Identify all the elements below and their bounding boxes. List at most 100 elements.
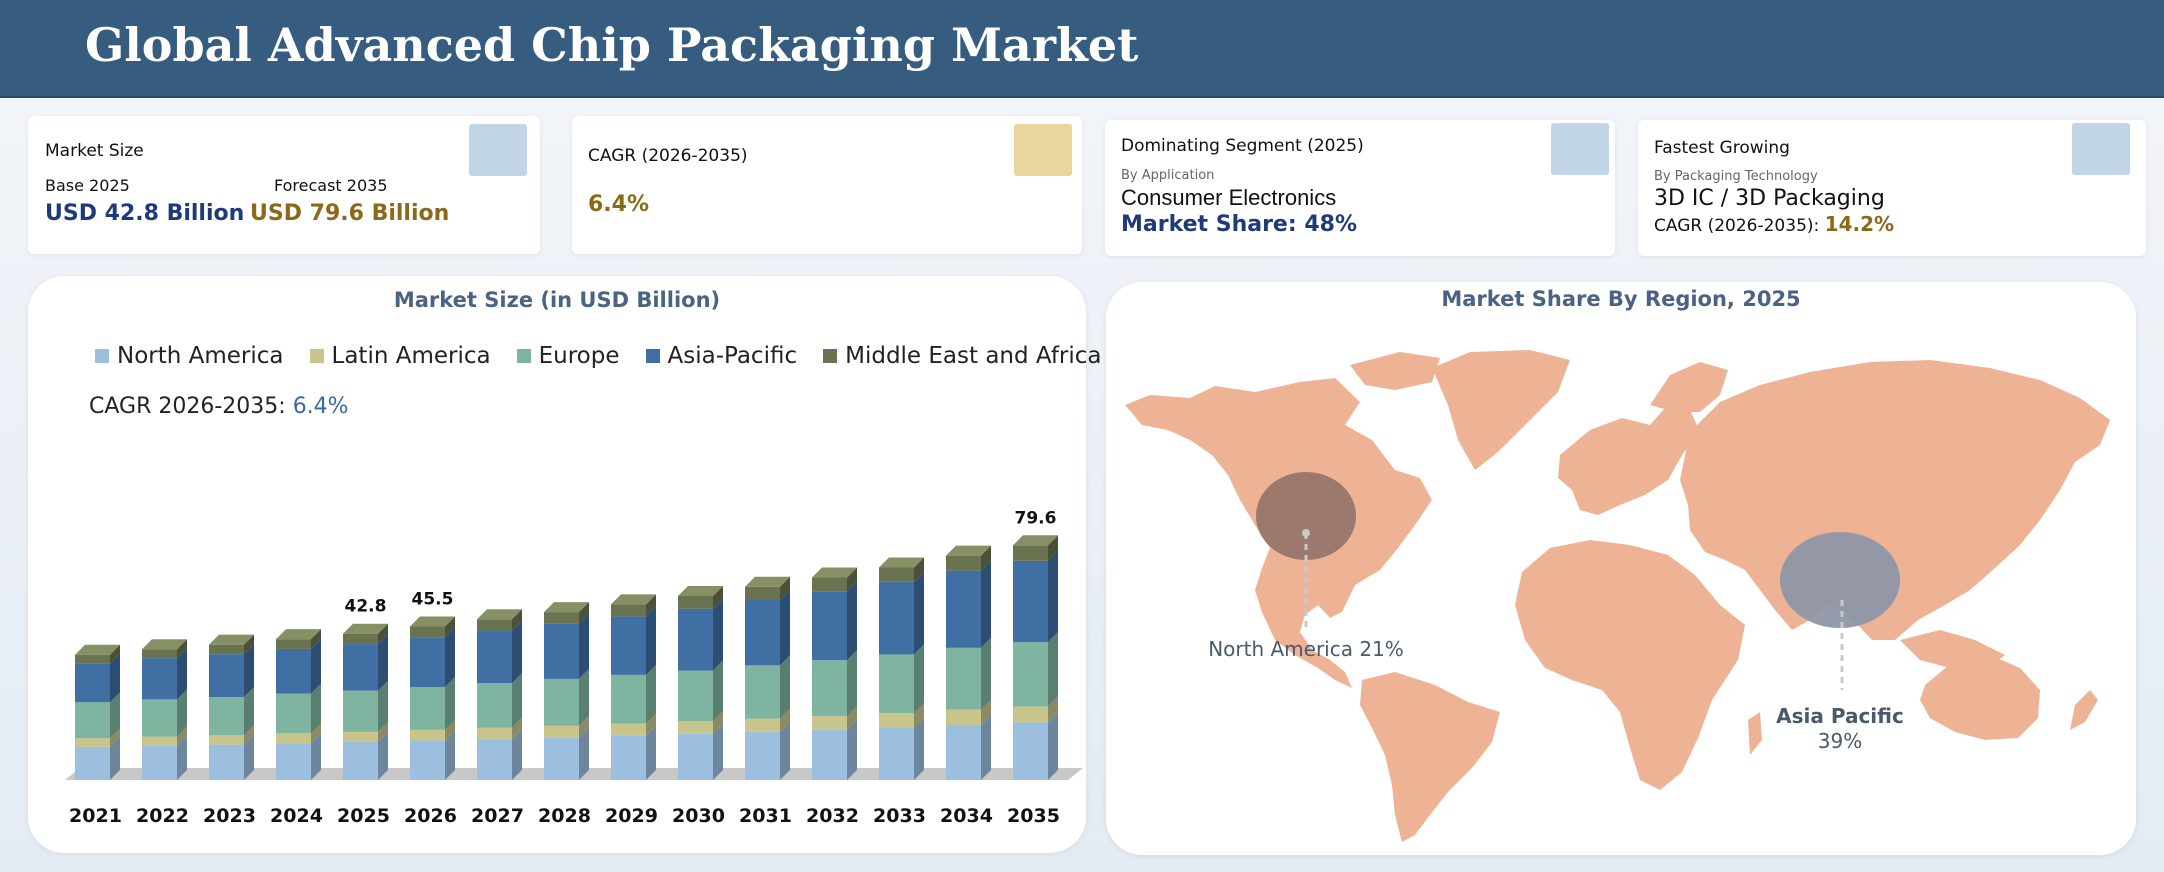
bar-segment-side bbox=[512, 717, 522, 740]
bar-segment-side bbox=[579, 668, 589, 726]
bar-segment-side bbox=[244, 725, 254, 745]
bar-segment bbox=[544, 725, 579, 738]
bar-segment-side bbox=[713, 723, 723, 780]
chart-cagr-note: CAGR 2026-2035: 6.4% bbox=[89, 394, 349, 419]
bar-segment bbox=[611, 674, 646, 724]
legend-label: Europe bbox=[538, 343, 620, 369]
bar-top bbox=[946, 545, 991, 556]
forecast-year-label: Forecast 2035 bbox=[274, 176, 388, 195]
chart-cagr-value: 6.4% bbox=[292, 394, 349, 419]
bar-segment bbox=[209, 654, 244, 698]
x-tick-label: 2032 bbox=[806, 805, 859, 827]
bar-segment bbox=[209, 697, 244, 736]
landmass-new-zealand bbox=[2070, 690, 2098, 730]
rocket-icon bbox=[2072, 123, 2130, 175]
bar-segment bbox=[343, 644, 378, 691]
bar-segment bbox=[75, 663, 110, 703]
bar-segment bbox=[477, 619, 512, 631]
legend-swatch-middle-east-africa bbox=[823, 349, 838, 363]
bar-segment-side bbox=[914, 557, 924, 582]
bar-segment-side bbox=[847, 719, 857, 780]
bar-segment-side bbox=[579, 727, 589, 780]
landmass-south-america bbox=[1360, 672, 1500, 842]
bar-segment bbox=[544, 737, 579, 780]
bar-top bbox=[544, 602, 589, 613]
bar-segment bbox=[410, 637, 445, 687]
cagr-label: CAGR (2026-2035) bbox=[588, 146, 748, 166]
bar-top bbox=[611, 594, 656, 605]
bar-segment bbox=[343, 731, 378, 742]
bar-segment bbox=[946, 709, 981, 725]
bar-segment bbox=[745, 718, 780, 732]
bar-segment-side bbox=[110, 644, 120, 664]
chart-legend: North America Latin America Europe Asia-… bbox=[95, 343, 1102, 369]
bar-chart-title: Market Size (in USD Billion) bbox=[393, 288, 721, 312]
legend-swatch-latin-america bbox=[309, 349, 324, 363]
bar-segment bbox=[209, 644, 244, 655]
bar-top bbox=[477, 609, 522, 620]
bar-segment bbox=[276, 639, 311, 649]
bar-segment bbox=[812, 729, 847, 780]
bar-segment-side bbox=[110, 692, 120, 739]
bar-segment-side bbox=[914, 644, 924, 714]
bar-segment-side bbox=[847, 706, 857, 730]
x-tick-label: 2034 bbox=[940, 805, 993, 827]
bar-segment bbox=[410, 740, 445, 780]
bar-segment-side bbox=[177, 735, 187, 780]
bar-segment bbox=[276, 693, 311, 734]
bar-segment bbox=[544, 612, 579, 624]
north-america-marker bbox=[1256, 472, 1356, 560]
bar-top bbox=[812, 567, 857, 578]
x-tick-label: 2028 bbox=[538, 805, 591, 827]
north-america-map-label: North America 21% bbox=[1208, 637, 1404, 661]
bar-segment-side bbox=[780, 576, 790, 600]
bar-segment bbox=[946, 647, 981, 710]
bar-segment-side bbox=[981, 714, 991, 780]
bar-segment bbox=[812, 591, 847, 661]
fastest-sub: By Packaging Technology bbox=[1654, 169, 1818, 184]
bar-segment-side bbox=[512, 729, 522, 780]
bar-segment-side bbox=[177, 689, 187, 737]
x-tick-label: 2031 bbox=[739, 805, 792, 827]
x-tick-label: 2027 bbox=[471, 805, 524, 827]
bar-segment bbox=[75, 702, 110, 739]
bar-top bbox=[1013, 535, 1058, 546]
cagr-value: 6.4% bbox=[588, 192, 650, 217]
market-size-card: Market Size Base 2025 Forecast 2035 USD … bbox=[28, 116, 540, 254]
bar-top bbox=[745, 576, 790, 587]
forecast-value: USD 79.6 Billion bbox=[250, 201, 450, 226]
bar-segment-side bbox=[244, 634, 254, 655]
bar-segment bbox=[142, 736, 177, 746]
bar-segment bbox=[276, 648, 311, 694]
bar-segment-side bbox=[981, 545, 991, 571]
bar-segment-side bbox=[847, 650, 857, 717]
market-size-icon bbox=[469, 124, 527, 176]
x-tick-label: 2023 bbox=[203, 805, 256, 827]
landmass-africa bbox=[1515, 540, 1745, 790]
bar-segment-side bbox=[512, 609, 522, 631]
legend-label: Asia-Pacific bbox=[667, 343, 798, 369]
bar-segment-side bbox=[311, 683, 321, 734]
bar-segment bbox=[1013, 545, 1048, 561]
bar-segment-side bbox=[780, 708, 790, 732]
landmass-canada-north bbox=[1350, 352, 1440, 390]
bar-segment-side bbox=[378, 623, 388, 645]
bar-segment bbox=[410, 729, 445, 741]
bar-segment-side bbox=[847, 581, 857, 661]
bar-segment bbox=[343, 633, 378, 645]
bar-segment-side bbox=[177, 726, 187, 746]
asia-pacific-map-label: Asia Pacific bbox=[1776, 704, 1904, 728]
page-title: Global Advanced Chip Packaging Market bbox=[85, 18, 1139, 72]
base-value: USD 42.8 Billion bbox=[45, 201, 245, 226]
bar-top bbox=[276, 629, 321, 640]
bar-segment bbox=[75, 746, 110, 780]
bar-segment bbox=[209, 735, 244, 745]
legend-swatch-europe bbox=[516, 349, 531, 363]
bar-segment-side bbox=[914, 703, 924, 728]
bar-segment bbox=[75, 738, 110, 747]
bar-segment bbox=[946, 555, 981, 571]
bar-segment-side bbox=[1048, 550, 1058, 643]
bar-segment-side bbox=[646, 594, 656, 617]
growth-icon bbox=[1014, 124, 1072, 176]
